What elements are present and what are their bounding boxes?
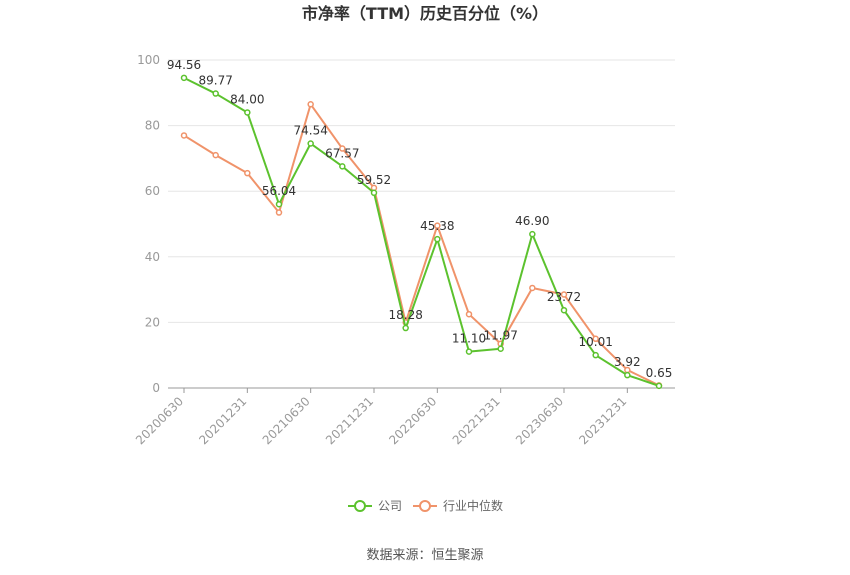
y-tick-label: 60 — [145, 184, 160, 198]
x-tick-label: 20201231 — [196, 394, 249, 447]
industry-point — [560, 291, 568, 298]
series-layer — [180, 74, 663, 390]
data-label: 18.28 — [388, 308, 422, 322]
legend-item-company[interactable]: 公司 — [348, 499, 402, 513]
company-point — [275, 200, 283, 208]
industry-point — [180, 132, 188, 139]
legend-item-industry-median[interactable]: 行业中位数 — [413, 498, 503, 513]
industry-point — [529, 284, 536, 292]
company-point — [370, 189, 378, 197]
legend-marker — [354, 500, 366, 512]
x-tick-label: 20221231 — [450, 394, 503, 447]
company-point — [560, 306, 568, 314]
company-point — [624, 371, 631, 379]
industry-point — [339, 145, 346, 152]
data-labels: 94.56 89.77 84.00 56.04 74.54 67.57 59.52 18.28… — [167, 58, 673, 380]
x-tick-label: 20211231 — [323, 394, 376, 447]
legend-label: 行业中位数 — [443, 498, 503, 513]
legend-marker — [419, 500, 431, 512]
data-label: 56.04 — [262, 184, 296, 198]
company-point — [434, 235, 441, 243]
data-label: 94.56 — [167, 58, 201, 72]
y-tick-label: 0 — [152, 381, 160, 395]
data-label: 23.72 — [547, 290, 581, 304]
x-axis: 20200630 20201231 20210630 20211231 20220630… — [133, 387, 675, 447]
company-point — [307, 140, 314, 147]
industry-point — [244, 169, 251, 177]
industry-point — [434, 222, 441, 229]
data-label: 67.57 — [325, 146, 359, 160]
source-note: 数据来源：恒生聚源 — [366, 548, 483, 563]
y-tick-label: 40 — [145, 250, 160, 264]
industry-point — [212, 151, 219, 159]
company-point — [529, 230, 536, 238]
data-label: 0.65 — [646, 366, 673, 380]
company-point — [655, 382, 663, 390]
company-point — [497, 345, 504, 352]
y-tick-label: 20 — [145, 315, 160, 329]
y-tick-label: 80 — [145, 119, 160, 133]
company-point — [592, 351, 599, 359]
industry-point — [465, 310, 473, 318]
x-tick-label: 20231231 — [576, 394, 629, 447]
legend-label: 公司 — [378, 499, 402, 513]
series-line-industry-median — [183, 103, 660, 387]
company-point — [180, 74, 188, 82]
x-tick-label: 20230630 — [513, 394, 566, 447]
data-label: 89.77 — [198, 74, 232, 88]
data-label: 84.00 — [230, 92, 264, 106]
y-tick-label: 100 — [137, 53, 160, 67]
x-tick-label: 20210630 — [260, 394, 313, 447]
data-label: 11.97 — [483, 329, 517, 343]
data-label: 59.52 — [357, 173, 391, 187]
data-label: 46.90 — [515, 214, 549, 228]
company-point — [244, 109, 251, 116]
company-point — [339, 163, 346, 170]
data-label: 10.01 — [578, 335, 612, 349]
data-label: 3.92 — [614, 355, 641, 369]
data-label: 74.54 — [293, 124, 327, 138]
industry-point — [592, 335, 599, 343]
legend[interactable]: 公司 行业中位数 — [348, 498, 503, 513]
company-point — [212, 90, 219, 97]
company-point — [465, 348, 473, 355]
x-tick-label: 20220630 — [386, 394, 439, 447]
x-tick-label: 20200630 — [133, 394, 186, 447]
company-point — [402, 324, 409, 332]
chart-title: 市净率（TTM）历史百分位（%） — [302, 4, 548, 23]
industry-point — [275, 209, 283, 216]
series-line-company — [183, 76, 660, 387]
industry-point — [307, 101, 314, 108]
data-label: 11.10 — [452, 332, 486, 346]
y-axis: 0 20 40 60 80 100 — [137, 53, 160, 395]
data-label: 45.38 — [420, 219, 454, 233]
